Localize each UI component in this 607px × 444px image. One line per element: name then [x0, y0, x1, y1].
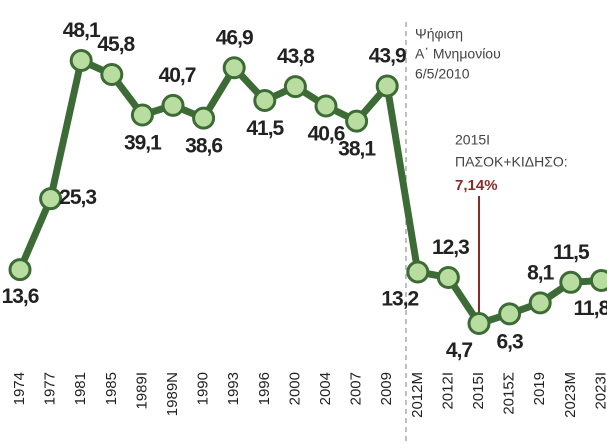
x-tick-label: 2023I — [592, 372, 607, 410]
value-label: 38,6 — [185, 135, 222, 158]
value-label: 40,6 — [308, 123, 345, 146]
x-tick-label: 1974 — [11, 372, 28, 405]
point — [589, 268, 607, 292]
x-tick-label: 1985 — [103, 372, 120, 405]
value-label: 13,2 — [381, 288, 418, 311]
value-label: 41,5 — [246, 117, 284, 140]
point — [345, 109, 369, 133]
x-tick-label: 1996 — [256, 372, 273, 405]
x-tick-label: 2019 — [531, 372, 548, 405]
point — [8, 258, 32, 282]
point — [222, 56, 246, 80]
value-label: 25,3 — [59, 186, 96, 209]
annotation: 2015Ι — [455, 132, 490, 148]
value-label: 6,3 — [496, 330, 523, 353]
value-label: 13,6 — [2, 285, 39, 308]
value-label: 43,8 — [277, 45, 315, 68]
point — [467, 312, 491, 336]
point — [192, 106, 216, 130]
value-label: 11,5 — [553, 241, 590, 264]
point — [100, 62, 124, 86]
value-label: 40,7 — [159, 64, 196, 87]
x-tick-label: 1989N — [164, 372, 181, 416]
point — [528, 291, 552, 315]
x-tick-label: 2015I — [470, 372, 487, 410]
value-label: 39,1 — [124, 132, 162, 155]
value-label: 45,8 — [97, 33, 135, 56]
point — [253, 89, 277, 113]
x-tick-label: 1993 — [225, 372, 242, 405]
value-label: 12,3 — [432, 236, 469, 259]
value-label: 8,1 — [527, 261, 555, 284]
value-label: 11,8 — [574, 297, 607, 320]
annotation: ΠΑΣΟΚ+ΚΙΔΗΣΟ: — [455, 154, 568, 170]
point — [130, 103, 154, 127]
value-label: 48,1 — [63, 19, 101, 42]
x-tick-label: 2015Σ — [501, 372, 518, 415]
value-label: 43,9 — [369, 45, 406, 68]
point — [498, 302, 522, 326]
point — [161, 93, 185, 117]
point — [406, 260, 430, 284]
value-label: 4,7 — [446, 339, 473, 362]
point — [559, 270, 583, 294]
point — [283, 75, 307, 99]
line — [16, 57, 602, 328]
value-label: 46,9 — [216, 26, 253, 49]
x-tick-label: 1981 — [72, 372, 89, 405]
x-tick-label: 1977 — [42, 372, 59, 405]
point — [436, 265, 460, 289]
x-tick-label: 2007 — [348, 372, 365, 405]
annotation: Ψήφιση — [415, 26, 463, 42]
x-tick-label: 2012I — [439, 372, 456, 410]
x-tick-label: 1989I — [133, 372, 150, 410]
x-tick-label: 1990 — [195, 372, 212, 405]
annotation: Α΄ Μνημονίου — [415, 46, 501, 62]
point — [39, 187, 63, 211]
x-tick-label: 2012M — [409, 372, 426, 418]
x-tick-label: 2004 — [317, 372, 334, 405]
annotation-value: 7,14% — [455, 177, 498, 194]
x-tick-label: 2000 — [286, 372, 303, 405]
point — [69, 49, 93, 73]
value-label: 38,1 — [338, 138, 376, 161]
annotation: 6/5/2010 — [415, 66, 470, 82]
x-tick-label: 2009 — [378, 372, 395, 405]
point — [314, 94, 338, 118]
point — [375, 74, 399, 98]
x-tick-label: 2023M — [562, 372, 579, 418]
